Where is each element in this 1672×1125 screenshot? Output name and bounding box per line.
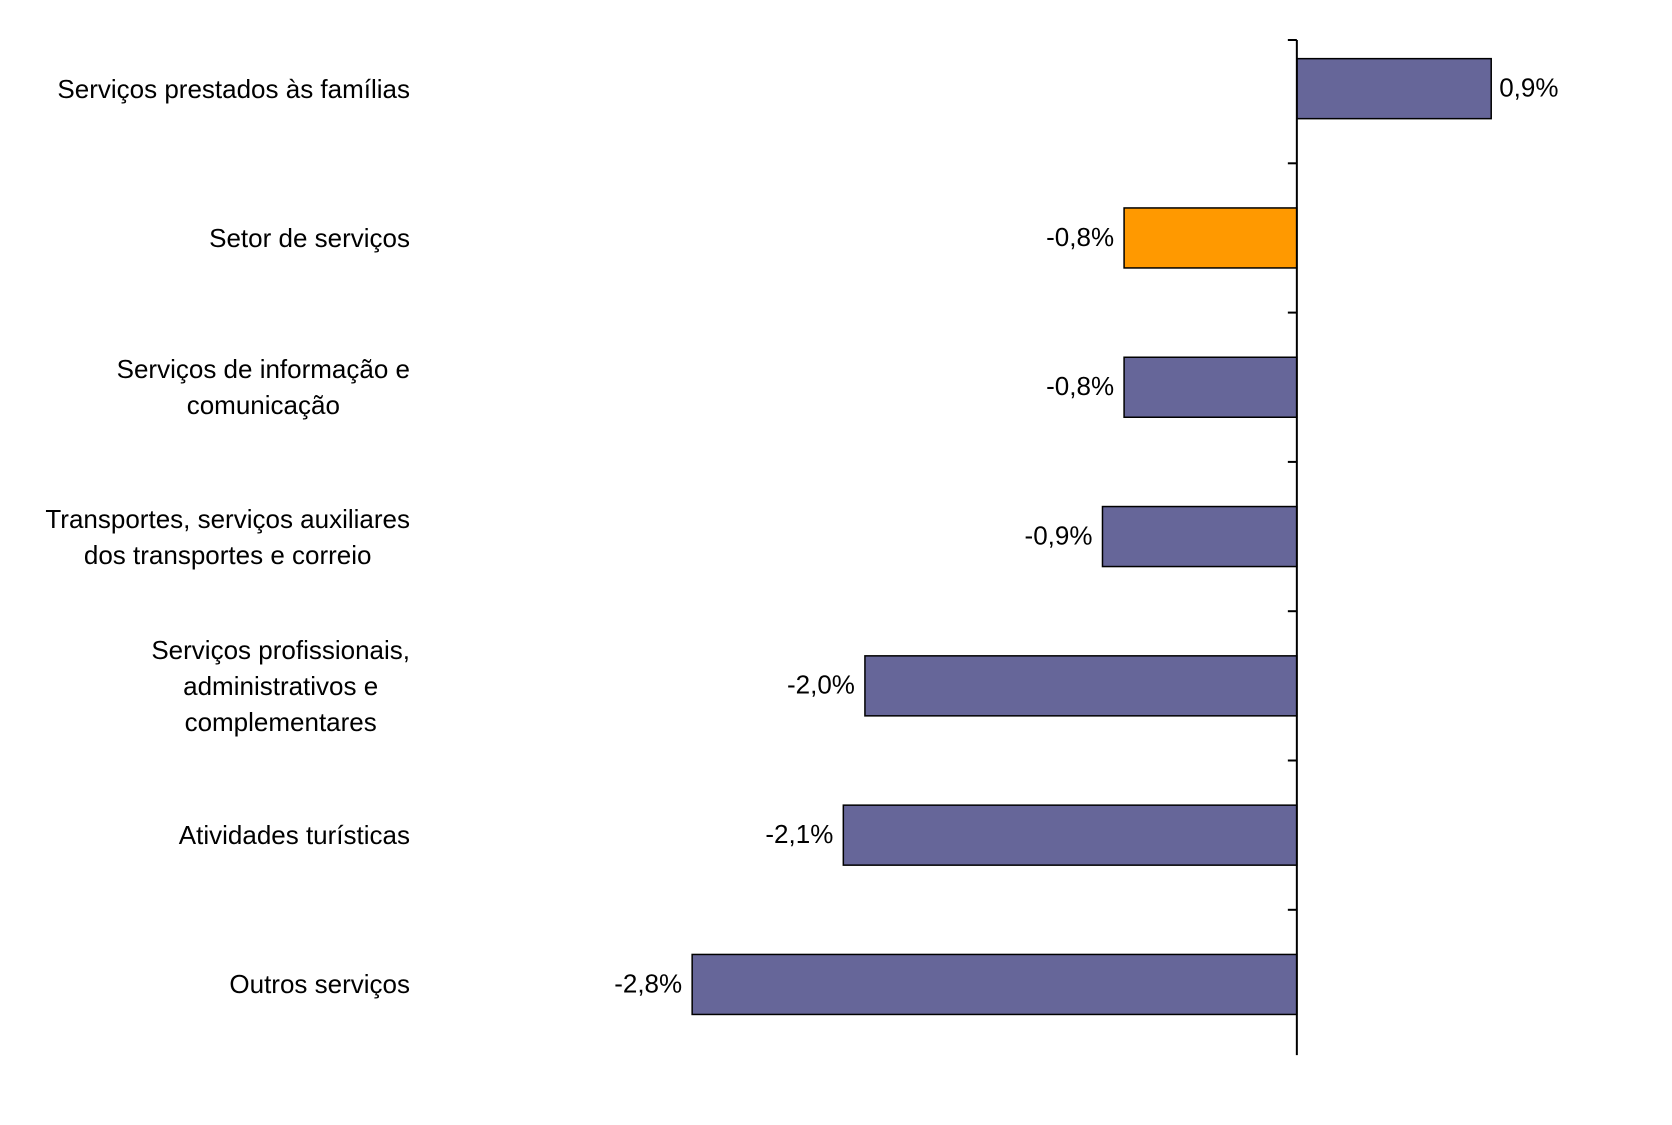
category-label: Transportes, serviços auxiliares dos tra… [45,503,410,570]
category-label: Serviços prestados às famílias [57,73,410,104]
bar [864,655,1298,717]
bar [691,953,1298,1016]
value-label: -2,1% [765,819,833,849]
bar [1123,207,1298,269]
value-label: -0,8% [1046,371,1114,401]
value-label: -0,9% [1025,520,1093,550]
bar [1123,356,1298,418]
value-label: -2,0% [787,670,855,700]
category-label: Outros serviços [229,969,410,1000]
category-label: Serviços profissionais, administrativos … [151,634,410,737]
category-label: Serviços de informação e comunicação [116,354,410,421]
value-label: 0,9% [1499,73,1558,103]
category-label: Setor de serviços [209,222,410,253]
bar [1101,505,1298,568]
value-label: -2,8% [614,968,682,998]
category-label: Atividades turísticas [178,820,410,851]
bar [842,804,1298,866]
value-label: -0,8% [1046,222,1114,252]
bar [1296,57,1492,120]
